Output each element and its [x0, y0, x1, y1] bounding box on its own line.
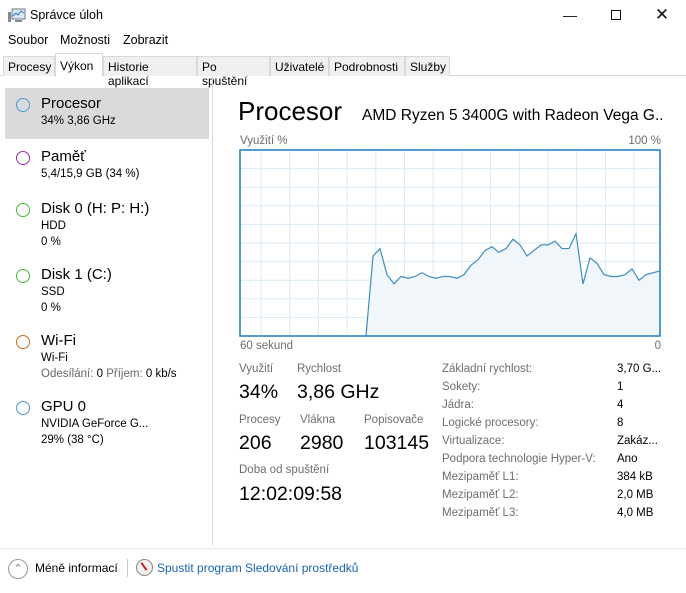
graph-x-left: 60 sekund — [240, 340, 294, 352]
memory-indicator-icon — [16, 151, 30, 165]
resource-monitor-link[interactable]: Spustit program Sledování prostředků — [157, 561, 359, 575]
item-detail: NVIDIA GeForce G... — [41, 418, 149, 430]
item-detail: 0 % — [41, 236, 61, 248]
handles-value: 103145 — [364, 432, 430, 454]
sidebar-item-disk0[interactable]: Disk 0 (H: P: H:) HDD 0 % — [5, 192, 209, 250]
graph-y-max: 100 % — [628, 135, 661, 147]
sidebar-item-cpu[interactable]: Procesor 34% 3,86 GHz — [5, 88, 209, 139]
info-key: Mezipaměť L2: — [442, 489, 519, 501]
speed-label: Rychlost — [297, 363, 342, 375]
item-name: Disk 0 (H: P: H:) — [41, 200, 150, 217]
processes-label: Procesy — [239, 414, 281, 426]
menu-file[interactable]: Soubor — [8, 33, 49, 47]
resource-monitor-icon — [136, 559, 153, 576]
info-key: Sokety: — [442, 381, 481, 393]
minimize-button[interactable]: — — [547, 0, 593, 30]
info-value: 4,0 MB — [617, 507, 654, 519]
info-value: 2,0 MB — [617, 489, 654, 501]
info-value: 8 — [617, 417, 624, 429]
item-name: Paměť — [41, 148, 86, 165]
threads-value: 2980 — [300, 432, 344, 454]
sidebar-item-memory[interactable]: Paměť 5,4/15,9 GB (34 %) — [5, 140, 209, 182]
close-icon: ✕ — [654, 5, 670, 24]
item-name: Wi-Fi — [41, 332, 76, 349]
tab-details[interactable]: Podrobnosti — [329, 56, 405, 76]
cpu-model: AMD Ryzen 5 3400G with Radeon Vega G... — [362, 107, 662, 124]
info-value: 1 — [617, 381, 624, 393]
maximize-button[interactable] — [593, 0, 639, 30]
info-key: Mezipaměť L1: — [442, 471, 519, 483]
graph-y-label: Využití % — [240, 135, 288, 147]
menu-view[interactable]: Zobrazit — [123, 33, 169, 47]
threads-label: Vlákna — [300, 414, 336, 426]
info-value: 384 kB — [617, 471, 653, 483]
wifi-throughput: Odesílání: 0 Příjem: 0 kb/s — [41, 368, 177, 380]
tab-bar: Procesy Výkon Historie aplikací Po spušt… — [0, 53, 686, 88]
disk-indicator-icon — [16, 269, 30, 283]
info-value: 3,70 G... — [617, 363, 662, 375]
tab-performance[interactable]: Výkon — [55, 53, 103, 77]
task-manager-icon — [8, 8, 26, 22]
usage-area — [366, 233, 660, 336]
item-name: GPU 0 — [41, 398, 87, 415]
sidebar-item-gpu[interactable]: GPU 0 NVIDIA GeForce G... 29% (38 °C) — [5, 390, 209, 448]
maximize-icon — [611, 10, 621, 20]
item-name: Disk 1 (C:) — [41, 266, 112, 283]
item-name: Procesor — [41, 95, 102, 112]
footer: ⌃ Méně informací Spustit program Sledová… — [0, 548, 686, 593]
handles-label: Popisovače — [364, 414, 424, 426]
resource-sidebar: Procesor 34% 3,86 GHz Paměť 5,4/15,9 GB … — [0, 76, 213, 546]
speed-value: 3,86 GHz — [297, 381, 380, 403]
utilization-value: 34% — [239, 381, 279, 403]
item-detail: HDD — [41, 220, 66, 232]
info-key: Podpora technologie Hyper-V: — [442, 453, 596, 465]
footer-divider — [127, 559, 128, 577]
graph-x-right: 0 — [654, 340, 661, 352]
tab-processes[interactable]: Procesy — [3, 56, 55, 76]
info-key: Logické procesory: — [442, 417, 539, 429]
gpu-indicator-icon — [16, 401, 30, 415]
sidebar-item-disk1[interactable]: Disk 1 (C:) SSD 0 % — [5, 258, 209, 316]
less-info-button[interactable]: Méně informací — [35, 561, 118, 575]
close-button[interactable]: ✕ — [639, 0, 685, 30]
info-value: Zakáz... — [617, 435, 658, 447]
tab-services[interactable]: Služby — [405, 56, 450, 76]
item-detail: 0 % — [41, 302, 61, 314]
cpu-usage-graph — [239, 149, 661, 337]
processes-value: 206 — [239, 432, 272, 454]
item-detail: SSD — [41, 286, 65, 298]
less-info-chevron-up-icon[interactable]: ⌃ — [8, 559, 28, 579]
minimize-icon: — — [563, 7, 577, 23]
wifi-indicator-icon — [16, 335, 30, 349]
uptime-value: 12:02:09:58 — [239, 483, 343, 505]
tab-users[interactable]: Uživatelé — [270, 56, 329, 76]
item-detail: 5,4/15,9 GB (34 %) — [41, 168, 140, 180]
utilization-label: Využití — [239, 363, 274, 375]
usage-line — [365, 231, 661, 337]
page-title: Procesor — [238, 96, 343, 126]
item-detail: Wi-Fi — [41, 352, 68, 364]
info-value: Ano — [617, 453, 638, 465]
window-title: Správce úloh — [30, 8, 103, 22]
disk-indicator-icon — [16, 203, 30, 217]
info-key: Jádra: — [442, 399, 474, 411]
item-detail: 29% (38 °C) — [41, 434, 104, 446]
graph-border — [239, 149, 661, 337]
cpu-indicator-icon — [16, 98, 30, 112]
uptime-label: Doba od spuštění — [239, 464, 330, 476]
info-key: Mezipaměť L3: — [442, 507, 519, 519]
info-value: 4 — [617, 399, 624, 411]
menu-options[interactable]: Možnosti — [60, 33, 111, 47]
sidebar-item-wifi[interactable]: Wi-Fi Wi-Fi Odesílání: 0 Příjem: 0 kb/s — [5, 324, 209, 382]
tab-startup[interactable]: Po spuštění — [197, 56, 270, 88]
title-bar: Správce úloh — ✕ — [0, 0, 686, 32]
info-key: Základní rychlost: — [442, 363, 533, 375]
item-detail: 34% 3,86 GHz — [41, 115, 116, 127]
tab-app-history[interactable]: Historie aplikací — [103, 56, 197, 88]
info-key: Virtualizace: — [442, 435, 505, 447]
